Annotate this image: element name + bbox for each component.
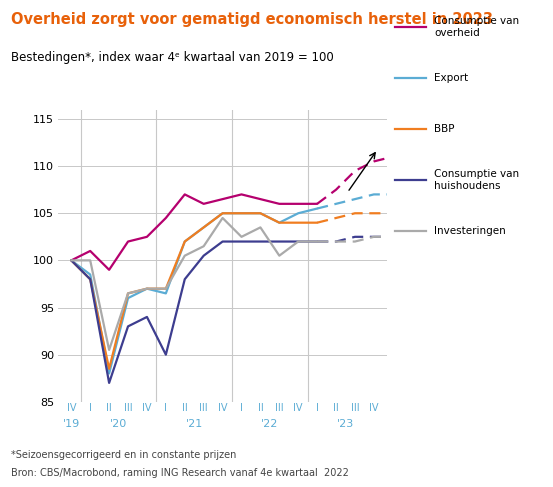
Text: Export: Export xyxy=(434,73,468,83)
Text: BBP: BBP xyxy=(434,124,455,134)
Text: Bron: CBS/Macrobond, raming ING Research vanaf 4e kwartaal  2022: Bron: CBS/Macrobond, raming ING Research… xyxy=(11,468,349,479)
Text: '23: '23 xyxy=(337,419,354,429)
Text: '21: '21 xyxy=(186,419,203,429)
Text: '22: '22 xyxy=(261,419,279,429)
Text: '20: '20 xyxy=(110,419,127,429)
Text: Consumptie van
overheid: Consumptie van overheid xyxy=(434,16,519,38)
Text: Consumptie van
huishoudens: Consumptie van huishoudens xyxy=(434,169,519,191)
Text: Bestedingen*, index waar 4ᵉ kwartaal van 2019 = 100: Bestedingen*, index waar 4ᵉ kwartaal van… xyxy=(11,51,334,64)
Text: Investeringen: Investeringen xyxy=(434,226,506,236)
Text: *Seizoensgecorrigeerd en in constante prijzen: *Seizoensgecorrigeerd en in constante pr… xyxy=(11,450,237,461)
Text: Overheid zorgt voor gematigd economisch herstel in 2023: Overheid zorgt voor gematigd economisch … xyxy=(11,12,493,27)
Text: '19: '19 xyxy=(62,419,80,429)
